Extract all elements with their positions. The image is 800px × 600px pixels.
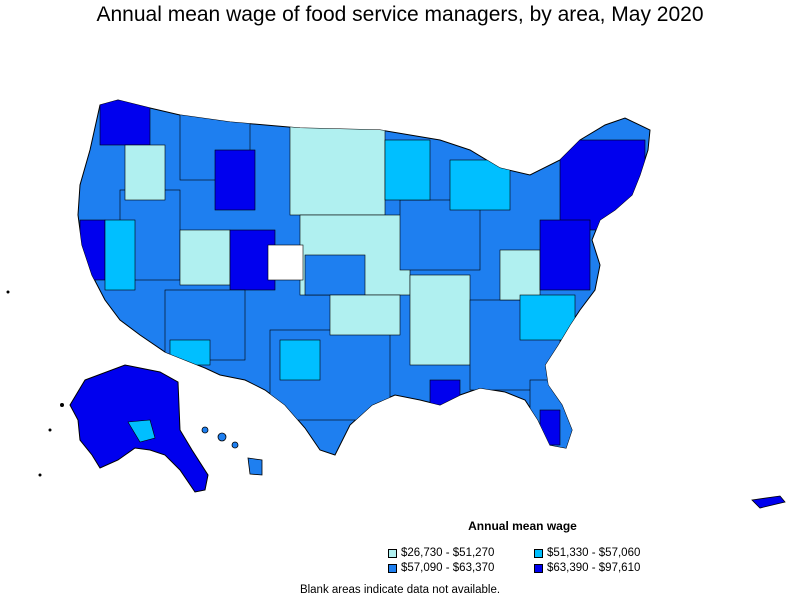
legend-swatch-mid-high [388, 563, 397, 573]
area-kansas [304, 254, 366, 296]
legend-item-high: $63,390 - $97,610 [534, 561, 640, 575]
aleutian-island [48, 428, 52, 432]
legend-label-high: $63,390 - $97,610 [547, 562, 641, 574]
area-colorado-no-data [267, 244, 304, 281]
legend-item-mid-high: $57,090 - $63,370 [388, 561, 494, 575]
hawaii-big-island [247, 457, 263, 476]
alaska-region [38, 364, 209, 493]
aleutian-island [60, 403, 64, 407]
area-minnesota [384, 139, 431, 201]
area-texas-west [279, 339, 321, 381]
area-florida-south [539, 409, 561, 446]
legend-item-mid-low: $51,330 - $57,060 [534, 546, 640, 560]
area-midwest [399, 199, 481, 271]
area-california-central [104, 219, 136, 291]
conus-region [77, 99, 651, 456]
legend-swatch-low [388, 548, 397, 558]
legend-swatch-mid-low [534, 548, 543, 558]
legend-title: Annual mean wage [468, 519, 577, 533]
area-colorado-west [229, 229, 276, 291]
area-washington [99, 100, 151, 146]
area-wyoming [214, 149, 256, 211]
alaska-area-south [127, 419, 156, 443]
area-oregon-east [124, 144, 166, 201]
area-utah [179, 229, 231, 286]
area-northern-plains [289, 124, 386, 216]
offshore-island [6, 290, 10, 294]
legend-label-mid-high: $57,090 - $63,370 [401, 562, 495, 574]
hawaii-island [201, 426, 209, 434]
area-mid-atlantic [539, 219, 591, 291]
legend-item-low: $26,730 - $51,270 [388, 546, 494, 560]
area-northeast [559, 139, 646, 231]
puerto-rico [751, 495, 786, 509]
map-title: Annual mean wage of food service manager… [96, 3, 704, 26]
area-california-coast [79, 219, 106, 281]
aleutian-island [38, 473, 42, 477]
legend-label-mid-low: $51,330 - $57,060 [547, 547, 641, 559]
area-appalachia [499, 249, 541, 301]
area-mississippi-valley [409, 274, 471, 366]
hawaii-region [201, 426, 263, 476]
area-louisiana [429, 379, 461, 406]
no-data-note: Blank areas indicate data not available. [299, 584, 501, 596]
area-arizona-south [169, 339, 211, 366]
area-carolinas [519, 294, 576, 341]
area-great-lakes [449, 159, 511, 211]
legend-swatch-high [534, 563, 543, 573]
area-oklahoma [329, 294, 401, 336]
legend-label-low: $26,730 - $51,270 [401, 547, 495, 559]
hawaii-island [217, 432, 227, 442]
hawaii-island [231, 441, 239, 449]
